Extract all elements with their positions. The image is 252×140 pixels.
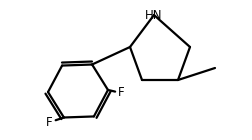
Text: F: F bbox=[118, 87, 124, 99]
Text: HN: HN bbox=[145, 9, 163, 22]
Text: F: F bbox=[46, 116, 52, 129]
